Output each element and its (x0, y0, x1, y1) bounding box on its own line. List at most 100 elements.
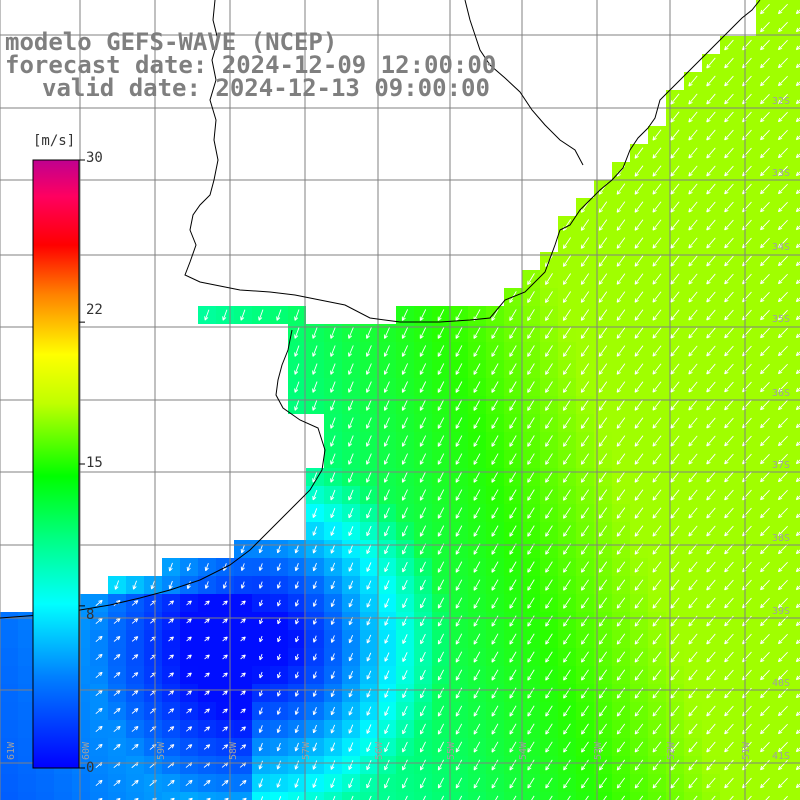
wind-arrow (294, 742, 299, 752)
wind-arrow (724, 453, 734, 465)
wind-arrow (777, 255, 788, 267)
wind-arrow (242, 797, 247, 800)
wind-arrow (706, 597, 716, 609)
wind-arrow (168, 562, 173, 572)
wind-arrow (383, 381, 390, 393)
wind-arrow (545, 507, 553, 519)
wind-arrow (167, 708, 175, 714)
wind-arrow (276, 309, 282, 321)
wind-arrow (742, 39, 752, 51)
wind-arrow (509, 579, 517, 591)
wind-arrow (634, 669, 644, 681)
wind-arrow (634, 507, 644, 519)
wind-arrow (240, 618, 246, 624)
wind-arrow (616, 507, 626, 519)
wind-arrow (634, 219, 644, 231)
wind-cell (792, 612, 800, 630)
wind-arrow (688, 165, 698, 177)
wind-arrow (95, 779, 103, 787)
wind-arrow (224, 797, 229, 800)
wind-arrow (366, 363, 372, 375)
wind-arrow (260, 796, 264, 800)
wind-cell (0, 738, 18, 756)
wind-arrow (348, 471, 354, 483)
wind-cell (558, 792, 576, 800)
wind-arrow (760, 327, 770, 339)
wind-arrow (795, 423, 800, 429)
wind-arrow (706, 561, 716, 573)
wind-arrow (670, 633, 680, 645)
wind-arrow (724, 759, 734, 771)
wind-arrow (634, 579, 644, 591)
wind-arrow (795, 639, 800, 645)
wind-arrow (742, 57, 752, 69)
wind-arrow (240, 726, 246, 732)
wind-arrow (509, 723, 517, 735)
wind-arrow (420, 579, 426, 591)
wind-cell (792, 108, 800, 126)
wind-arrow (724, 543, 734, 555)
wind-arrow (670, 525, 680, 537)
wind-arrow (330, 635, 335, 643)
wind-arrow (473, 363, 481, 375)
wind-arrow (527, 381, 535, 393)
wind-arrow (368, 795, 372, 800)
wind-arrow (670, 777, 680, 789)
wind-arrow (616, 633, 626, 645)
wind-arrow (295, 617, 300, 625)
wind-arrow (580, 345, 590, 357)
wind-arrow (366, 706, 372, 716)
wind-arrow (473, 759, 481, 771)
wind-arrow (473, 399, 481, 411)
wind-arrow (312, 508, 318, 519)
wind-arrow (276, 544, 281, 554)
wind-arrow (724, 255, 734, 267)
wind-cell (72, 792, 90, 800)
wind-arrow (760, 129, 770, 141)
wind-arrow (724, 651, 734, 663)
wind-cell (162, 792, 180, 800)
wind-cell (342, 792, 360, 800)
wind-arrow (168, 636, 174, 642)
wind-arrow (348, 417, 354, 429)
wind-arrow (401, 345, 409, 357)
wind-cell (792, 702, 800, 720)
wind-cell (792, 0, 800, 18)
wind-cell (18, 630, 36, 648)
wind-arrow (491, 579, 499, 591)
wind-arrow (384, 489, 390, 501)
wind-arrow (706, 345, 716, 357)
wind-arrow (455, 561, 463, 573)
colorbar-frame (32, 159, 80, 769)
wind-cell (792, 432, 800, 450)
wind-arrow (527, 453, 535, 465)
wind-arrow (366, 471, 372, 483)
wind-arrow (795, 531, 800, 537)
wind-arrow (455, 669, 463, 681)
wind-arrow (580, 489, 590, 501)
wind-arrow (616, 309, 626, 321)
wind-arrow (670, 219, 680, 231)
wind-arrow (437, 741, 445, 753)
wind-arrow (706, 363, 716, 375)
wind-arrow (634, 759, 644, 771)
wind-arrow (330, 345, 336, 357)
wind-arrow (621, 795, 626, 800)
wind-arrow (724, 669, 734, 681)
wind-arrow (724, 273, 734, 285)
wind-arrow (455, 327, 463, 339)
wind-arrow (562, 291, 572, 303)
wind-arrow (598, 471, 608, 483)
wind-arrow (688, 129, 698, 141)
wind-arrow (366, 580, 372, 590)
wind-cell (0, 756, 18, 774)
wind-arrow (760, 399, 770, 411)
wind-arrow (688, 633, 698, 645)
wind-arrow (724, 471, 734, 483)
wind-arrow (527, 327, 535, 339)
wind-arrow (348, 760, 354, 771)
wind-arrow (95, 599, 103, 607)
wind-arrow (742, 489, 752, 501)
wind-arrow (652, 777, 662, 789)
wind-arrow (113, 743, 121, 751)
